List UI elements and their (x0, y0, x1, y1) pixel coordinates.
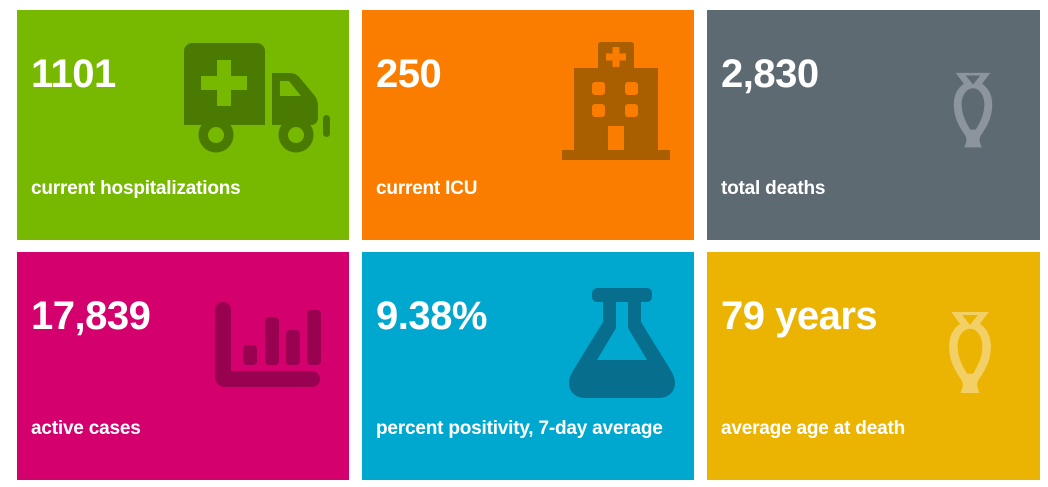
ambulance-icon (184, 43, 330, 153)
stat-tile-current-icu: 250 current ICU (362, 10, 694, 240)
stat-value: 2,830 (721, 52, 819, 96)
stat-value: 250 (376, 52, 442, 96)
lab-flask-icon (567, 288, 677, 400)
bar-chart-icon (215, 302, 328, 387)
hospital-icon (562, 42, 670, 160)
stat-tile-percent-positivity: 9.38% percent positivity, 7-day average (362, 252, 694, 480)
stat-label: total deaths (721, 178, 826, 199)
stat-label: percent positivity, 7-day average (376, 418, 663, 439)
stat-value: 1101 (31, 52, 116, 96)
stat-label: current ICU (376, 178, 478, 199)
stat-value: 79 years (721, 294, 878, 338)
stat-tile-current-hospitalizations: 1101 current hospitalizations (17, 10, 349, 240)
stat-tile-total-deaths: 2,830 total deaths (707, 10, 1040, 240)
funeral-urn-icon (948, 312, 992, 395)
stat-tile-average-age-at-death: 79 years average age at death (707, 252, 1040, 480)
stat-value: 17,839 (31, 294, 151, 338)
funeral-urn-icon (953, 70, 993, 152)
stat-label: active cases (31, 418, 141, 439)
stat-label: current hospitalizations (31, 178, 241, 199)
stat-label: average age at death (721, 418, 905, 439)
stat-tile-active-cases: 17,839 active cases (17, 252, 349, 480)
stat-value: 9.38% (376, 294, 487, 338)
